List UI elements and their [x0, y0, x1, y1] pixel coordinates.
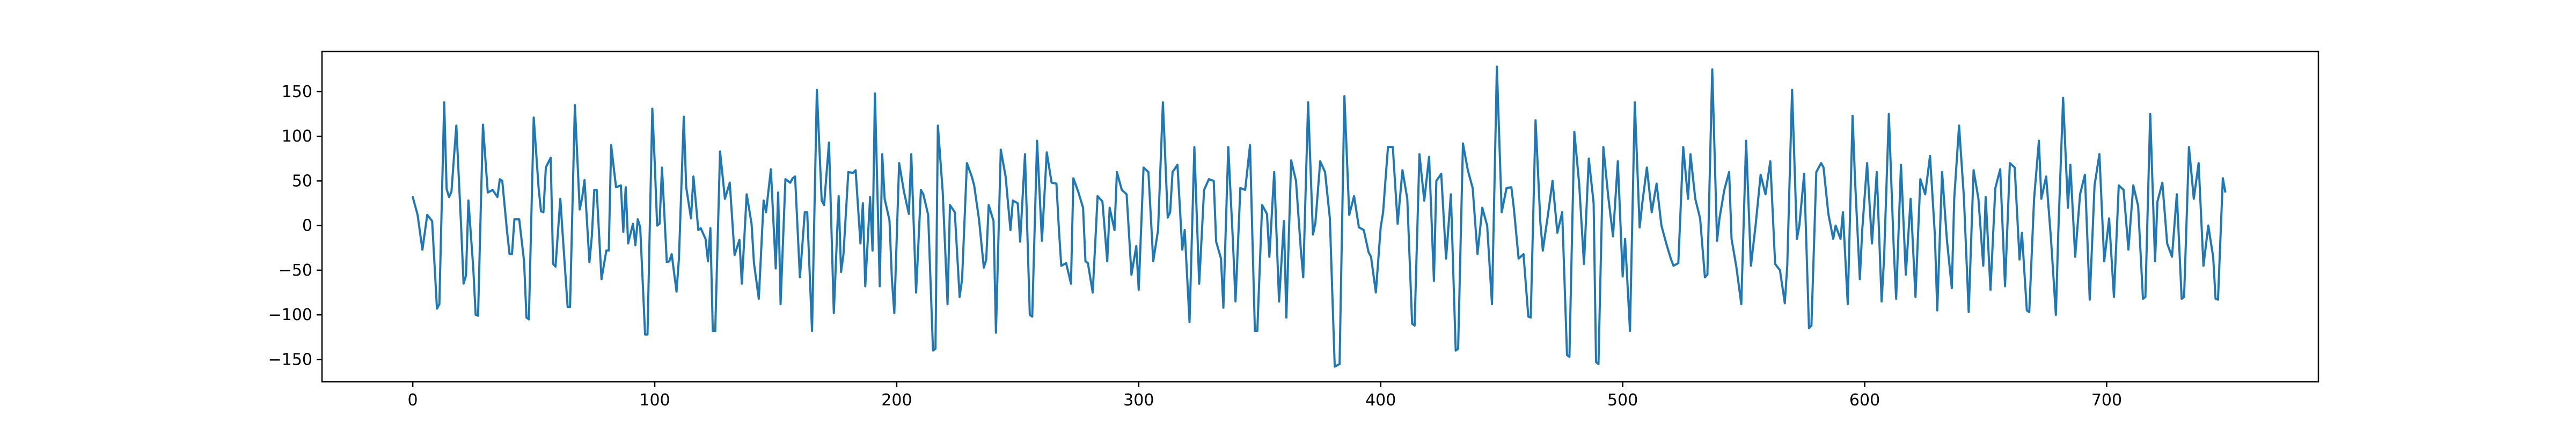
y-tick-label: 0 — [302, 217, 312, 235]
x-tick-label: 0 — [408, 391, 418, 410]
x-tick-label: 300 — [1123, 391, 1154, 410]
x-tick-label: 100 — [639, 391, 670, 410]
y-tick-label: 150 — [282, 83, 312, 101]
y-tick-label: −100 — [268, 306, 312, 324]
y-tick-label: 100 — [282, 127, 312, 146]
y-tick-label: 50 — [292, 172, 312, 190]
series-line-0 — [412, 65, 2227, 368]
y-tick-label: −150 — [268, 350, 312, 369]
x-tick-label: 600 — [1849, 391, 1880, 410]
x-tick-label: 700 — [2091, 391, 2122, 410]
x-tick-label: 200 — [881, 391, 912, 410]
y-axis: −150 −100 −50 0 50 100 150 — [268, 83, 322, 369]
y-tick-label: −50 — [279, 261, 312, 280]
x-axis: 0 100 200 300 400 500 600 700 — [408, 382, 2122, 410]
plot-frame — [321, 50, 2319, 383]
series-layer — [412, 65, 2227, 368]
x-tick-label: 400 — [1365, 391, 1396, 410]
x-tick-label: 500 — [1607, 391, 1638, 410]
